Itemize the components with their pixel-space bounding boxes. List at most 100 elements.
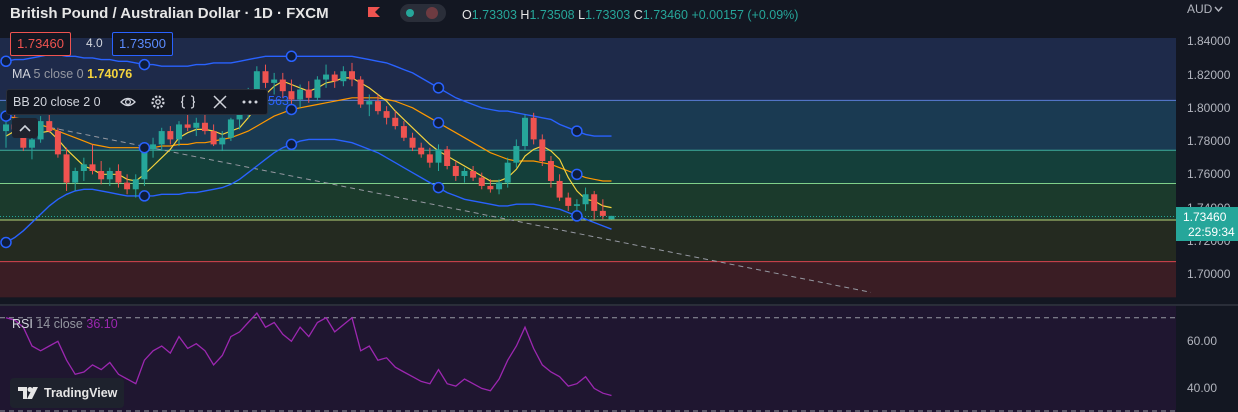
candle-body <box>193 122 200 128</box>
candle-body <box>141 149 148 180</box>
candle <box>115 164 122 188</box>
candle <box>72 167 79 191</box>
candle <box>37 116 44 143</box>
candle-body <box>478 177 485 186</box>
candle-body <box>340 71 347 82</box>
candle-body <box>150 144 157 150</box>
close-icon[interactable] <box>211 93 229 111</box>
candle <box>80 157 87 181</box>
band-point-marker <box>571 168 583 181</box>
flag-icon <box>368 7 380 17</box>
candle-body <box>305 89 312 98</box>
candle-body <box>487 185 494 190</box>
symbol-title[interactable]: British Pound / Australian Dollar · 1D ·… <box>10 5 329 22</box>
ma-params: 5 close 0 <box>33 67 84 81</box>
candle-body <box>28 139 35 148</box>
candle-body <box>608 215 615 220</box>
candle <box>201 114 208 135</box>
tradingview-logo-icon <box>18 387 38 399</box>
candle <box>366 94 373 117</box>
candle-body <box>565 197 572 206</box>
candle-body <box>400 126 407 138</box>
candle-body <box>573 204 580 206</box>
candle <box>426 147 433 168</box>
close-value: 1.73460 <box>642 8 688 22</box>
candle <box>418 142 425 158</box>
candle-body <box>54 131 61 155</box>
candle <box>124 174 131 195</box>
candle-body <box>115 170 122 183</box>
chevron-down-icon[interactable] <box>1214 6 1223 12</box>
candle-body <box>418 147 425 155</box>
candle <box>193 117 200 137</box>
candle <box>331 71 338 88</box>
candle-body <box>46 121 53 132</box>
candle-body <box>383 111 390 118</box>
source-code-icon[interactable] <box>179 93 197 111</box>
candle <box>435 144 442 171</box>
chevron-up-icon <box>19 124 31 132</box>
candle-body <box>314 79 321 98</box>
collapse-legend-button[interactable] <box>12 118 38 138</box>
tradingview-logo-text: TradingView <box>44 386 118 400</box>
candle <box>262 64 269 88</box>
candle <box>487 179 494 193</box>
candle <box>54 127 61 158</box>
status-dot-icon <box>426 7 438 19</box>
buy-button[interactable]: 1.73500 <box>112 32 173 56</box>
band-point-marker <box>285 103 298 116</box>
rsi-legend[interactable]: RSI 14 close 36.10 <box>12 317 118 331</box>
current-price-tag: 1.73460 22:59:34 <box>1176 207 1238 241</box>
gear-icon[interactable] <box>149 93 167 111</box>
candle-body <box>37 121 44 140</box>
price-tick-label: 1.80000 <box>1187 100 1231 115</box>
candle <box>98 161 105 185</box>
rsi-tick-label: 40.00 <box>1187 381 1218 396</box>
candle-body <box>201 122 208 132</box>
candle-body <box>409 137 416 148</box>
candle <box>547 156 554 188</box>
candle <box>132 174 139 198</box>
candle-body <box>331 74 338 82</box>
ohlc-readout: O1.73303 H1.73508 L1.73303 C1.73460 +0.0… <box>462 8 799 22</box>
spread-value: 4.0 <box>86 36 103 50</box>
candle-body <box>452 166 459 176</box>
candle <box>323 64 330 88</box>
candle-body <box>210 131 217 145</box>
candle-body <box>271 79 278 83</box>
candle <box>167 126 174 145</box>
candle-body <box>426 154 433 163</box>
candle-body <box>20 129 27 148</box>
candle <box>409 132 416 152</box>
candle <box>530 112 537 145</box>
candle <box>63 147 70 191</box>
candle <box>470 166 477 181</box>
candle <box>279 72 286 98</box>
candle-body <box>435 149 442 163</box>
market-status-toggle[interactable] <box>400 4 446 22</box>
candle-body <box>392 117 399 127</box>
bb-name: BB <box>13 95 30 109</box>
candle-body <box>496 182 503 190</box>
change-value: +0.00157 (+0.09%) <box>691 8 799 22</box>
ma-legend[interactable]: MA 5 close 0 1.74076 <box>12 67 132 81</box>
band-point-marker <box>138 190 151 202</box>
more-icon[interactable] <box>241 93 259 111</box>
candle <box>522 114 528 152</box>
sell-button[interactable]: 1.73460 <box>10 32 71 56</box>
candle <box>599 199 606 220</box>
axis-background <box>1176 0 1238 412</box>
candle-body <box>106 170 113 180</box>
eye-icon[interactable] <box>119 93 137 111</box>
bb-legend[interactable]: BB 20 close 2 0 <box>6 89 268 115</box>
rsi-tick-label: 60.00 <box>1187 334 1218 349</box>
candle <box>210 124 217 147</box>
candle <box>556 174 563 201</box>
candle-body <box>599 210 606 216</box>
price-tick-label: 1.84000 <box>1187 34 1231 49</box>
candle <box>513 139 520 168</box>
currency-label[interactable]: AUD <box>1187 2 1213 16</box>
candle <box>478 172 485 190</box>
tradingview-logo[interactable]: TradingView <box>10 378 124 408</box>
